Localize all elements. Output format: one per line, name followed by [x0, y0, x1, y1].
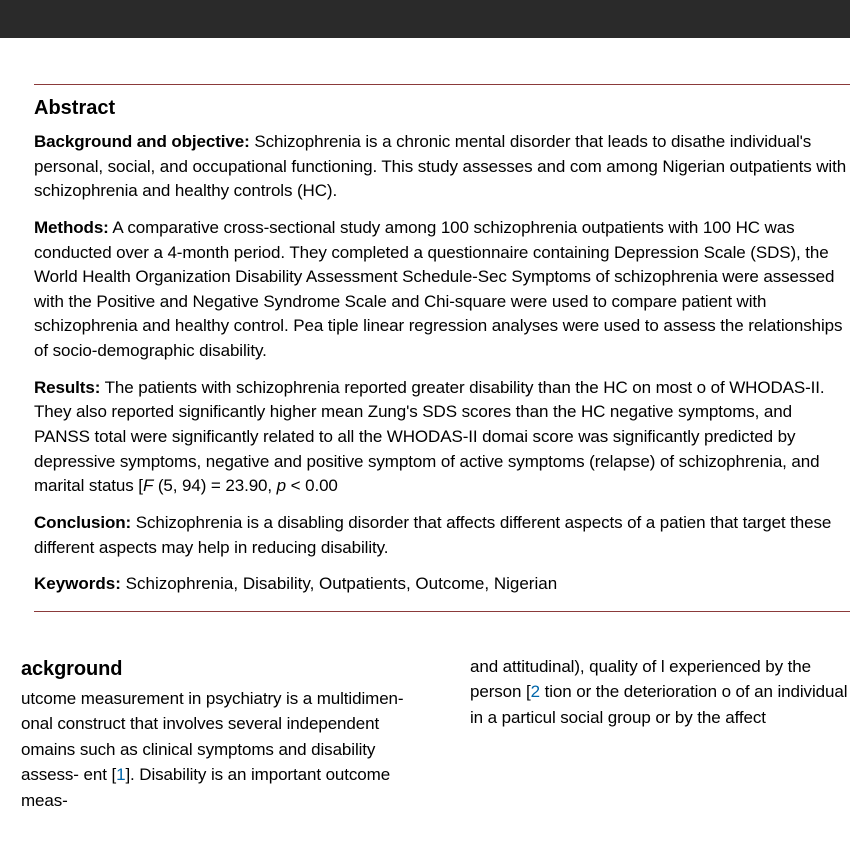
stat-p: p — [277, 476, 286, 495]
abstract-results: Results: The patients with schizophrenia… — [34, 376, 850, 499]
column-right: and attitudinal), quality of l­ experien… — [470, 654, 850, 814]
body-columns: ackground utcome measurement in psychiat… — [34, 654, 850, 814]
keywords-label: Keywords: — [34, 574, 121, 593]
abstract-box: Abstract Background and objective: Schiz… — [34, 84, 850, 612]
conclusion-label: Conclusion: — [34, 513, 131, 532]
ref-2[interactable]: 2 — [531, 682, 540, 701]
stat-vals: (5, 94) = 23.90, — [153, 476, 276, 495]
results-label: Results: — [34, 378, 100, 397]
abstract-conclusion: Conclusion: Schizophrenia is a disabling… — [34, 511, 850, 560]
methods-label: Methods: — [34, 218, 109, 237]
abstract-methods: Methods: A comparative cross-sectional s… — [34, 216, 850, 364]
background-label: Background and objective: — [34, 132, 250, 151]
column-left: ackground utcome measurement in psychiat… — [21, 654, 436, 814]
abstract-background: Background and objective: Schizophrenia … — [34, 130, 850, 204]
stat-F: F — [143, 476, 153, 495]
page-content: Abstract Background and objective: Schiz… — [0, 38, 850, 813]
background-heading: ackground — [21, 654, 436, 684]
window-topbar — [0, 0, 850, 38]
abstract-keywords: Keywords: Schizophrenia, Disability, Out… — [34, 572, 850, 597]
conclusion-text: Schizophrenia is a disabling disorder th… — [34, 513, 831, 557]
keywords-text: Schizophrenia, Disability, Outpatients, … — [121, 574, 557, 593]
methods-text: A comparative cross-sectional study amon… — [34, 218, 842, 360]
stat-end: < 0.00 — [286, 476, 338, 495]
abstract-title: Abstract — [34, 97, 850, 120]
